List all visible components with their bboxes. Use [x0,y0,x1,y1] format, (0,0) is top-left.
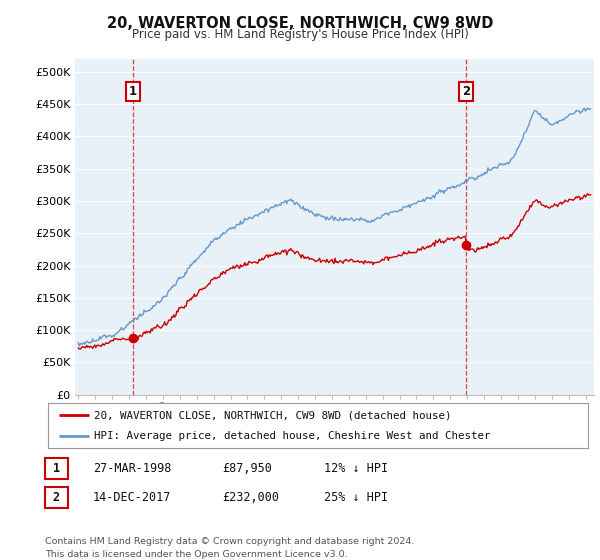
Text: £87,950: £87,950 [222,462,272,475]
Text: Contains HM Land Registry data © Crown copyright and database right 2024.
This d: Contains HM Land Registry data © Crown c… [45,538,415,559]
Text: 1: 1 [53,462,60,475]
Text: 25% ↓ HPI: 25% ↓ HPI [324,491,388,504]
Text: 2: 2 [53,491,60,504]
Text: Price paid vs. HM Land Registry's House Price Index (HPI): Price paid vs. HM Land Registry's House … [131,28,469,41]
Text: 20, WAVERTON CLOSE, NORTHWICH, CW9 8WD: 20, WAVERTON CLOSE, NORTHWICH, CW9 8WD [107,16,493,31]
Text: £232,000: £232,000 [222,491,279,504]
Text: 12% ↓ HPI: 12% ↓ HPI [324,462,388,475]
Text: 2: 2 [463,85,470,97]
Text: 1: 1 [129,85,137,97]
Text: 14-DEC-2017: 14-DEC-2017 [93,491,172,504]
Text: 20, WAVERTON CLOSE, NORTHWICH, CW9 8WD (detached house): 20, WAVERTON CLOSE, NORTHWICH, CW9 8WD (… [94,410,451,421]
Text: HPI: Average price, detached house, Cheshire West and Chester: HPI: Average price, detached house, Ches… [94,431,490,441]
Text: 27-MAR-1998: 27-MAR-1998 [93,462,172,475]
